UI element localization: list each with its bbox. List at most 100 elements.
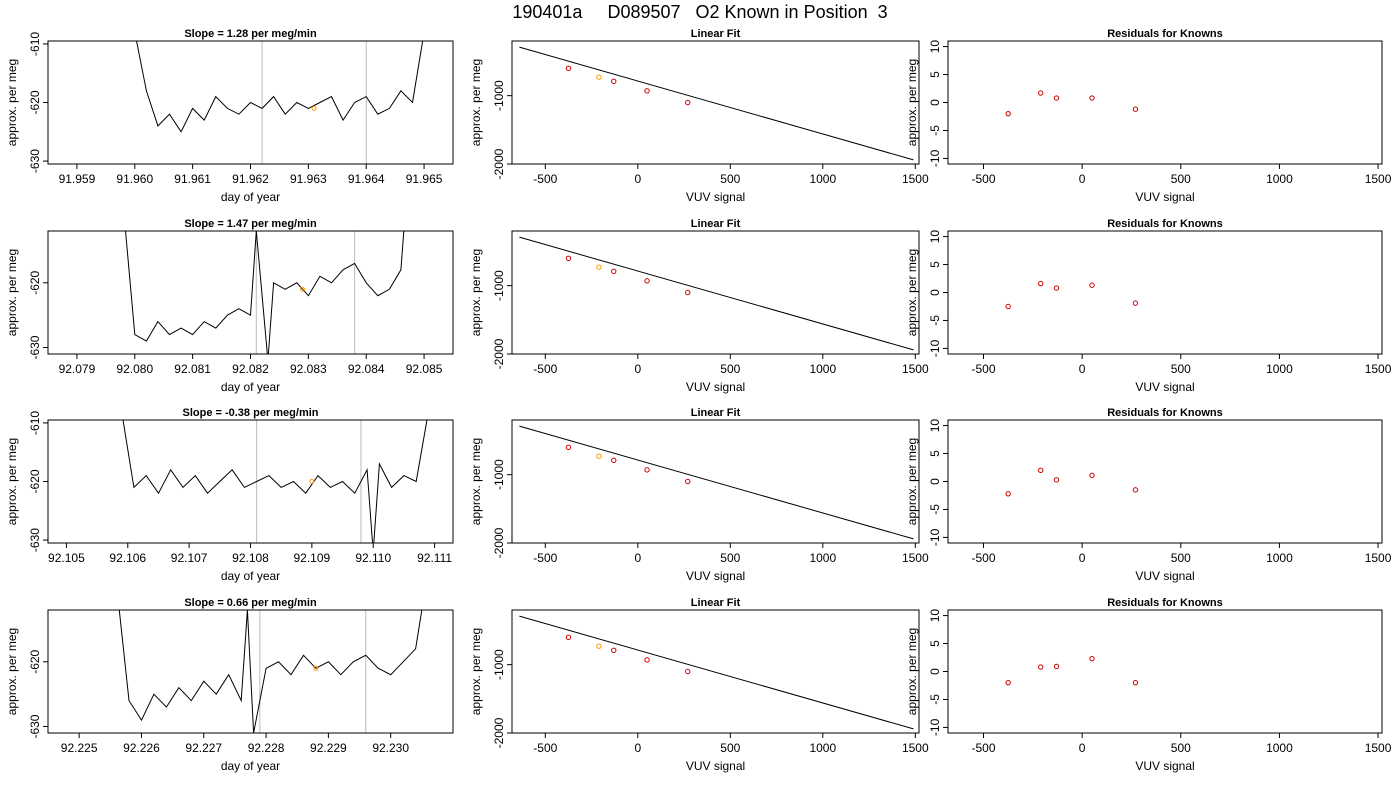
data-point [1132, 487, 1139, 493]
page-title: 190401a D089507 O2 Known in Position 3 [512, 2, 888, 22]
y-tick-label: -1000 [492, 80, 506, 111]
x-tick-label: 91.961 [174, 172, 211, 186]
plot-area [519, 425, 914, 540]
y-tick-label: -1000 [492, 649, 506, 680]
y-axis-label: approx. per meg [469, 438, 483, 525]
y-tick-label: -1000 [492, 270, 506, 301]
y-tick-label: -10 [928, 339, 942, 357]
data-point [685, 289, 691, 296]
data-point [565, 65, 572, 72]
highlight-point [300, 286, 306, 292]
y-tick-label: -630 [28, 335, 42, 359]
plot-area [519, 236, 914, 351]
x-tick-label: -500 [533, 172, 557, 186]
x-tick-label: 1500 [902, 172, 929, 186]
panel-3-2: Linear Fit -500 0 500 1000 1500 -1000 -2000 VUV … [469, 407, 929, 583]
y-tick-label: -10 [928, 528, 942, 546]
y-tick-label: -5 [928, 315, 942, 326]
panel-3-1: Slope = -0.38 per meg/min 92.105 92.106 92.… [5, 407, 454, 583]
x-tick-label: 92.110 [355, 551, 391, 565]
fit-line [519, 46, 914, 161]
highlight-point [311, 105, 317, 111]
highlight-point [309, 479, 315, 484]
x-tick-label: 92.228 [248, 741, 285, 755]
panel-4-2: Linear Fit -500 0 500 1000 1500 -1000 -2000 VUV … [469, 597, 929, 773]
panel-title: Slope = 0.66 per meg/min [184, 597, 317, 609]
x-tick-label: 92.085 [406, 362, 443, 376]
data-point [611, 78, 617, 85]
panel-title: Residuals for Knowns [1107, 407, 1223, 419]
x-tick-label: -500 [533, 362, 557, 376]
y-tick-label: -2000 [492, 338, 506, 369]
y-tick-label: -620 [28, 649, 42, 673]
x-tick-label: 92.107 [171, 551, 208, 565]
plot-area [1005, 467, 1139, 497]
y-tick-label: -610 [28, 411, 42, 435]
x-tick-label: 0 [1079, 362, 1086, 376]
x-tick-label: 0 [634, 551, 641, 565]
x-axis-label: VUV signal [1135, 380, 1194, 394]
y-axis-label: approx. per meg [5, 628, 19, 715]
x-tick-label: 1500 [1365, 551, 1392, 565]
x-tick-label: 1000 [1266, 172, 1293, 186]
panel-2-1: Slope = 1.47 per meg/min 92.079 92.080 92.0… [5, 218, 454, 394]
panel-1-2: Linear Fit -500 0 500 1000 1500 -1000 -2000 VUV … [469, 28, 929, 204]
data-point [644, 467, 650, 473]
y-axis-label: approx. per meg [905, 249, 919, 336]
y-tick-label: -10 [928, 149, 942, 167]
x-tick-label: 1500 [1365, 172, 1392, 186]
x-axis-label: VUV signal [1135, 759, 1194, 773]
x-tick-label: 500 [1171, 362, 1191, 376]
x-tick-label: 1000 [809, 172, 836, 186]
x-axis-label: VUV signal [686, 759, 745, 773]
panel-title: Residuals for Knowns [1107, 218, 1223, 230]
y-tick-label: 0 [928, 478, 942, 485]
x-tick-label: 0 [1079, 172, 1086, 186]
data-point [644, 657, 650, 663]
x-tick-label: 1000 [809, 551, 836, 565]
highlight-point [313, 665, 319, 671]
y-axis-label: approx. per meg [469, 628, 483, 715]
y-axis-label: approx. per meg [905, 628, 919, 715]
data-point [1005, 679, 1011, 686]
data-point [1089, 472, 1095, 479]
y-tick-label: -10 [928, 718, 942, 736]
y-tick-label: 0 [928, 289, 942, 296]
plot-area [519, 46, 914, 161]
x-tick-label: -500 [971, 172, 995, 186]
x-tick-label: 91.964 [348, 172, 385, 186]
x-tick-label: 92.082 [232, 362, 269, 376]
x-tick-label: 91.960 [116, 172, 153, 186]
data-point [1038, 280, 1044, 287]
data-point [565, 255, 572, 262]
x-tick-label: 92.081 [174, 362, 211, 376]
x-tick-label: 91.965 [406, 172, 443, 186]
x-tick-label: 500 [1171, 172, 1191, 186]
y-tick-label: -2000 [492, 717, 506, 748]
data-point [1053, 663, 1060, 670]
series-line [118, 610, 423, 733]
plot-frame [511, 419, 920, 544]
y-tick-label: -5 [928, 504, 942, 515]
plot-frame [511, 609, 920, 734]
data-point [685, 99, 691, 106]
plot-frame [511, 230, 920, 355]
data-point [685, 668, 691, 675]
y-tick-label: 0 [928, 668, 942, 675]
plot-frame [947, 609, 1383, 734]
x-tick-label: 92.105 [48, 551, 85, 565]
x-tick-label: 0 [634, 362, 641, 376]
x-axis-label: day of year [221, 380, 280, 394]
data-point [596, 74, 602, 80]
x-tick-label: 0 [1079, 741, 1086, 755]
data-point [596, 264, 602, 270]
x-tick-label: 92.109 [294, 551, 331, 565]
y-tick-label: -620 [28, 270, 42, 294]
x-tick-label: 92.227 [185, 741, 222, 755]
plot-frame [47, 40, 454, 165]
data-point [565, 444, 572, 451]
y-tick-label: -630 [28, 528, 42, 552]
y-tick-label: -630 [28, 714, 42, 738]
x-tick-label: 91.959 [59, 172, 96, 186]
x-tick-label: 500 [720, 362, 740, 376]
